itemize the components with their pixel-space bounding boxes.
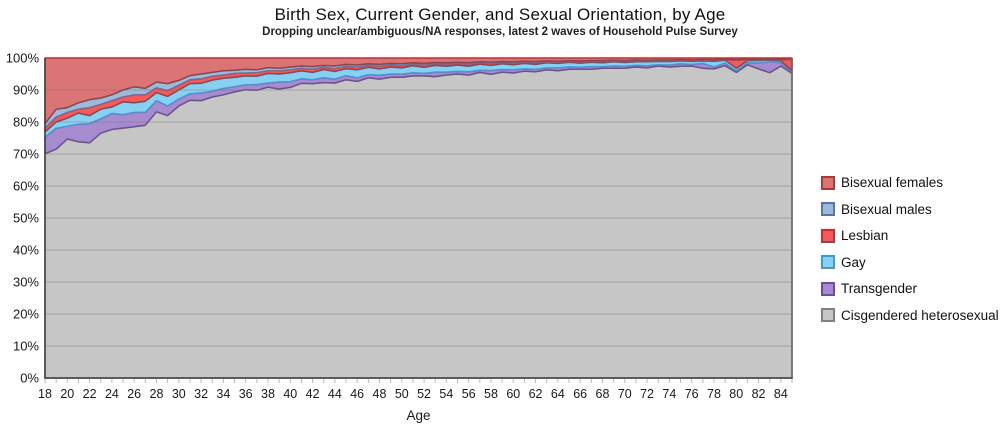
y-tick-label: 100% — [6, 51, 40, 66]
legend-swatch — [821, 175, 835, 190]
y-tick-label: 20% — [13, 307, 39, 322]
legend-label: Cisgendered heterosexual — [841, 307, 999, 323]
x-tick-label: 76 — [685, 387, 699, 401]
legend-item-transgender: Transgender — [821, 281, 999, 296]
x-tick-label: 82 — [752, 387, 766, 401]
x-tick-label: 74 — [662, 387, 676, 401]
x-tick-label: 38 — [261, 387, 275, 401]
x-tick-label: 24 — [105, 387, 119, 401]
x-tick-label: 48 — [373, 387, 387, 401]
x-tick-label: 28 — [150, 387, 164, 401]
legend-item-bisexual-males: Bisexual males — [821, 202, 999, 217]
legend-swatch — [821, 255, 835, 269]
y-tick-label: 0% — [20, 371, 39, 386]
x-tick-label: 36 — [239, 387, 253, 401]
x-tick-label: 62 — [529, 387, 543, 401]
legend-swatch — [821, 308, 835, 322]
legend-label: Gay — [841, 254, 866, 270]
x-tick-label: 78 — [707, 387, 721, 401]
x-tick-label: 22 — [83, 387, 97, 401]
x-tick-label: 42 — [306, 387, 320, 401]
x-tick-label: 40 — [283, 387, 297, 401]
legend-item-gay: Gay — [821, 255, 999, 270]
x-tick-label: 60 — [506, 387, 520, 401]
x-tick-label: 20 — [60, 387, 74, 401]
x-tick-label: 72 — [640, 387, 654, 401]
x-tick-label: 32 — [194, 387, 208, 401]
y-tick-label: 10% — [13, 339, 39, 354]
legend-label: Bisexual females — [841, 175, 944, 190]
x-tick-label: 58 — [484, 387, 498, 401]
legend-label: Transgender — [841, 281, 918, 296]
x-tick-label: 52 — [417, 387, 431, 401]
legend-label: Lesbian — [841, 228, 889, 243]
x-tick-label: 66 — [573, 387, 587, 401]
x-tick-label: 44 — [328, 387, 342, 401]
x-tick-label: 54 — [439, 387, 453, 401]
legend-label: Bisexual males — [841, 201, 932, 217]
y-tick-label: 80% — [13, 115, 39, 130]
legend-swatch — [821, 202, 835, 216]
x-tick-label: 46 — [350, 387, 364, 401]
legend-swatch — [821, 228, 835, 243]
x-tick-label: 70 — [618, 387, 632, 401]
legend-item-bisexual-females: Bisexual females — [821, 175, 999, 190]
x-tick-label: 30 — [172, 387, 186, 401]
y-tick-label: 90% — [13, 83, 39, 98]
chart-subtitle: Dropping unclear/ambiguous/NA responses,… — [262, 26, 738, 38]
y-tick-label: 70% — [13, 147, 39, 162]
legend-swatch — [821, 281, 835, 296]
y-tick-label: 40% — [13, 243, 39, 258]
x-tick-label: 26 — [127, 387, 141, 401]
x-tick-label: 56 — [462, 387, 476, 401]
x-tick-label: 80 — [729, 387, 743, 401]
legend-item-cisgendered-heterosexual: Cisgendered heterosexual — [821, 308, 999, 323]
x-tick-label: 64 — [551, 387, 565, 401]
x-tick-label: 68 — [596, 387, 610, 401]
x-tick-label: 18 — [38, 387, 52, 401]
y-tick-label: 60% — [13, 179, 39, 194]
legend-item-lesbian: Lesbian — [821, 228, 999, 243]
x-tick-label: 50 — [395, 387, 409, 401]
x-tick-label: 84 — [774, 387, 788, 401]
x-tick-label: 34 — [216, 387, 230, 401]
chart-title: Birth Sex, Current Gender, and Sexual Or… — [274, 5, 726, 24]
chart-legend: Bisexual females Bisexual males Lesbian Gay… — [821, 175, 999, 323]
x-axis-title: Age — [406, 408, 430, 423]
y-tick-label: 50% — [13, 211, 39, 226]
y-tick-label: 30% — [13, 275, 39, 290]
